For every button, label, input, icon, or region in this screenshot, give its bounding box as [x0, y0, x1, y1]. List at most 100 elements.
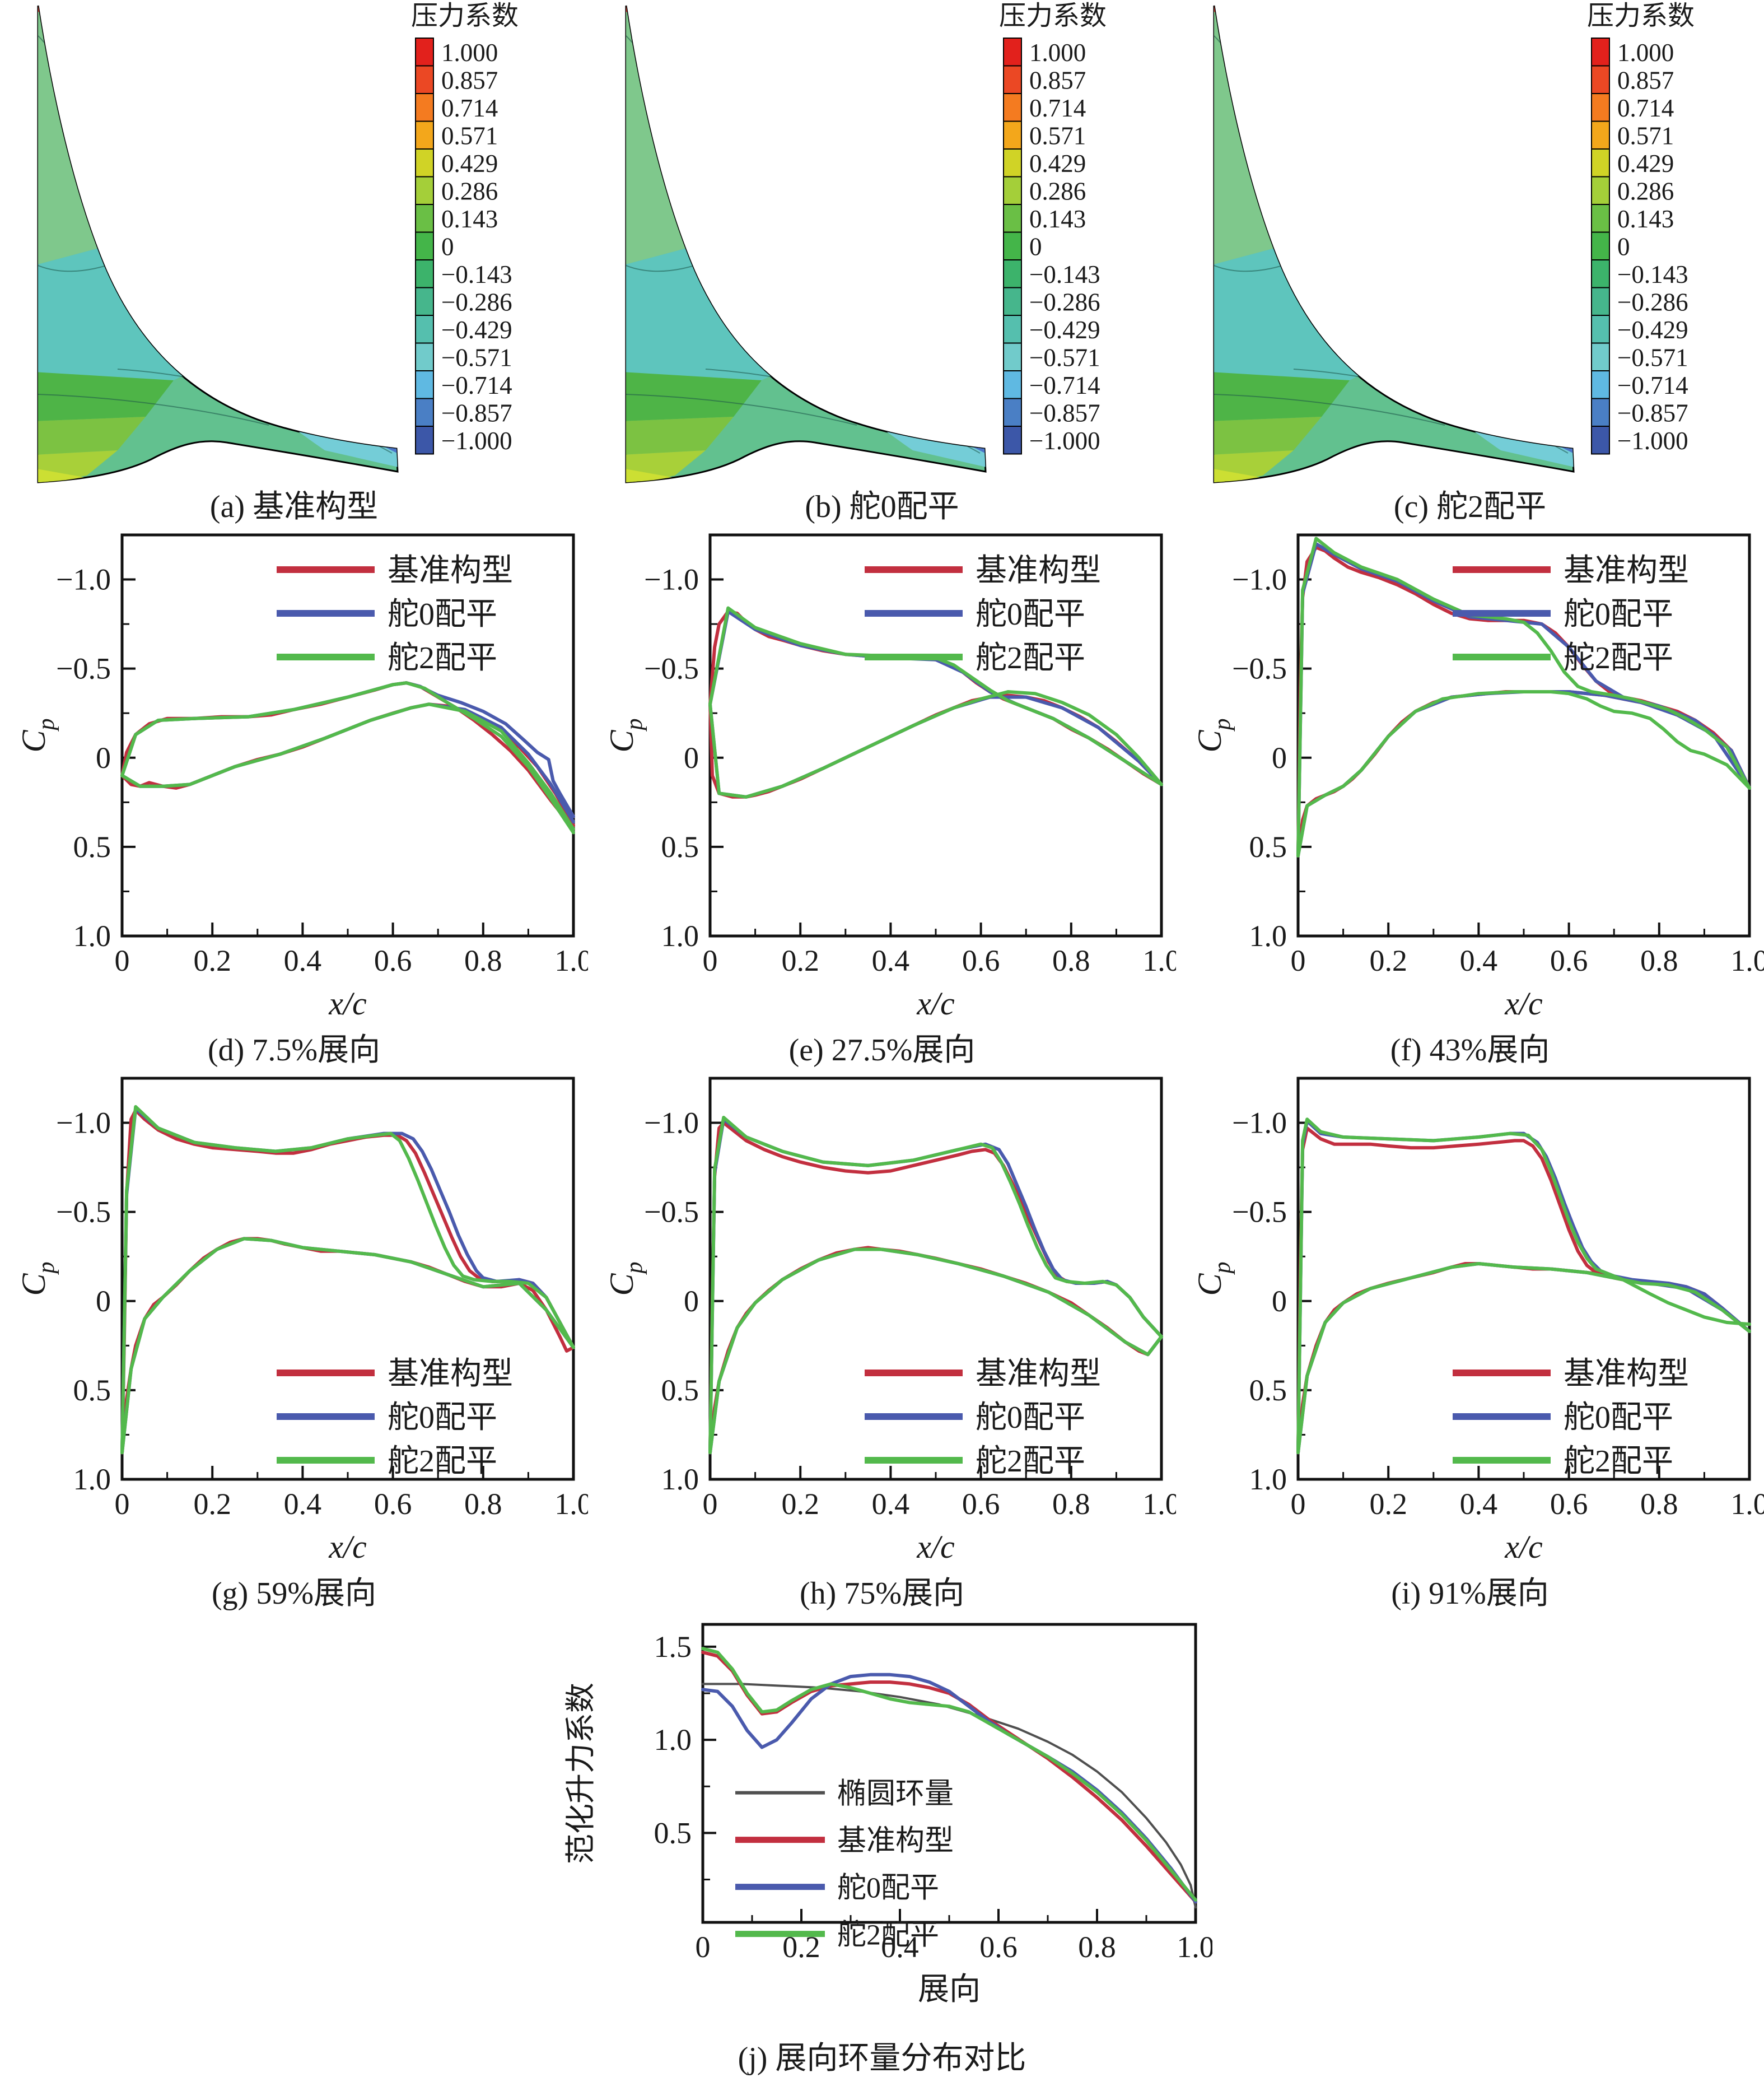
- svg-text:−1.000: −1.000: [1029, 427, 1100, 455]
- svg-text:−0.571: −0.571: [441, 343, 512, 371]
- svg-text:0.714: 0.714: [1617, 94, 1674, 122]
- caption-i: (i) 91%展向: [1391, 1576, 1549, 1611]
- cp-panel-d: 0 0.2 0.4 0.6 0.8 1.0 −1.0 −0.5 0 0.5 1.0 x/c Cp 基准构型…: [0, 527, 588, 1070]
- svg-text:舵2配平: 舵2配平: [976, 641, 1085, 676]
- cp-panel-h: 0 0.2 0.4 0.6 0.8 1.0 −1.0 −0.5 0 0.5 1.0 x/c Cp 基准构型…: [588, 1070, 1176, 1613]
- svg-text:1.0: 1.0: [554, 944, 588, 977]
- row-contours: 压力系数 1.000 0.857 0.714 0.571 0.429 0.286 0.143 0…: [0, 0, 1764, 527]
- svg-text:展向: 展向: [918, 1972, 981, 2007]
- svg-text:0.2: 0.2: [193, 1487, 231, 1521]
- svg-text:−1.0: −1.0: [56, 1106, 111, 1140]
- svg-text:−0.286: −0.286: [1617, 288, 1688, 316]
- caption-d: (d) 7.5%展向: [208, 1033, 380, 1068]
- circulation-plot-j: 0 0.2 0.4 0.6 0.8 1.0 1.5 1.0 0.5 展向 范化升力系数 椭圆环量 基准构…: [552, 1613, 1212, 2039]
- svg-text:0.6: 0.6: [979, 1930, 1018, 1964]
- svg-text:0.4: 0.4: [881, 1930, 919, 1964]
- cp-plot-d: 0 0.2 0.4 0.6 0.8 1.0 −1.0 −0.5 0 0.5 1.0 x/c Cp 基准构型…: [0, 527, 588, 1031]
- svg-text:舵2配平: 舵2配平: [1564, 641, 1673, 676]
- cp-panel-f: 0 0.2 0.4 0.6 0.8 1.0 −1.0 −0.5 0 0.5 1.0 x/c Cp 基准构型…: [1176, 527, 1764, 1070]
- svg-text:基准构型: 基准构型: [976, 553, 1101, 588]
- svg-text:0.5: 0.5: [1249, 830, 1287, 864]
- cp-panel-e: 0 0.2 0.4 0.6 0.8 1.0 −1.0 −0.5 0 0.5 1.0 x/c Cp 基准构型…: [588, 527, 1176, 1070]
- row-circulation: 0 0.2 0.4 0.6 0.8 1.0 1.5 1.0 0.5 展向 范化升力系数 椭圆环量 基准构…: [0, 1613, 1764, 2078]
- svg-text:0: 0: [684, 741, 699, 775]
- cp-plot-e: 0 0.2 0.4 0.6 0.8 1.0 −1.0 −0.5 0 0.5 1.0 x/c Cp 基准构型…: [588, 527, 1176, 1031]
- svg-text:1.0: 1.0: [1142, 944, 1176, 977]
- svg-text:基准构型: 基准构型: [1564, 553, 1689, 588]
- svg-text:0.6: 0.6: [962, 944, 1000, 977]
- svg-text:1.0: 1.0: [1249, 1462, 1287, 1496]
- svg-text:−0.429: −0.429: [1029, 316, 1100, 344]
- cp-plot-i: 0 0.2 0.4 0.6 0.8 1.0 −1.0 −0.5 0 0.5 1.0 x/c Cp 基准构型…: [1176, 1070, 1764, 1574]
- svg-text:0.143: 0.143: [1617, 205, 1674, 233]
- row-cp-2: 0 0.2 0.4 0.6 0.8 1.0 −1.0 −0.5 0 0.5 1.0 x/c Cp 基准构型…: [0, 1070, 1764, 1613]
- svg-text:−1.000: −1.000: [441, 427, 512, 455]
- svg-text:0.571: 0.571: [1029, 122, 1086, 150]
- svg-text:0.714: 0.714: [441, 94, 498, 122]
- svg-text:−0.429: −0.429: [1617, 316, 1688, 344]
- svg-text:x/c: x/c: [916, 1529, 955, 1565]
- svg-text:0.4: 0.4: [284, 944, 322, 977]
- contour-svg-a: 压力系数 1.0000.8570.7140.5710.4290.2860.1430…: [37, 1, 519, 483]
- cp-plot-svg-e: 0 0.2 0.4 0.6 0.8 1.0 −1.0 −0.5 0 0.5 1.0 x/c Cp 基准构型…: [603, 533, 1176, 1022]
- svg-text:0: 0: [1291, 944, 1306, 977]
- svg-text:舵2配平: 舵2配平: [388, 641, 497, 676]
- svg-text:−0.857: −0.857: [441, 399, 512, 427]
- svg-text:0.8: 0.8: [1078, 1930, 1116, 1964]
- cp-plot-g: 0 0.2 0.4 0.6 0.8 1.0 −1.0 −0.5 0 0.5 1.0 x/c Cp 基准构型…: [0, 1070, 588, 1574]
- caption-f: (f) 43%展向: [1390, 1033, 1550, 1068]
- svg-text:−0.5: −0.5: [644, 652, 699, 686]
- svg-text:0.143: 0.143: [441, 205, 498, 233]
- svg-text:0.6: 0.6: [1550, 944, 1588, 977]
- svg-text:0.5: 0.5: [661, 830, 699, 864]
- contour-panel-c: 压力系数 1.000 0.857 0.714 0.571 0.429 0.286 0.143 0…: [1176, 0, 1764, 527]
- svg-text:0.857: 0.857: [441, 66, 498, 94]
- svg-text:0.5: 0.5: [661, 1373, 699, 1407]
- svg-text:0.429: 0.429: [441, 150, 498, 178]
- svg-text:0: 0: [703, 1487, 718, 1521]
- svg-text:0.2: 0.2: [781, 1487, 819, 1521]
- contour-svg-c: 压力系数 1.0000.8570.7140.5710.4290.2860.1430…: [1213, 1, 1695, 483]
- svg-text:0.4: 0.4: [284, 1487, 322, 1521]
- svg-text:0.6: 0.6: [374, 1487, 412, 1521]
- svg-text:x/c: x/c: [328, 1529, 367, 1565]
- svg-text:0.2: 0.2: [193, 944, 231, 977]
- svg-text:1.0: 1.0: [1730, 1487, 1764, 1521]
- svg-text:−1.0: −1.0: [56, 563, 111, 597]
- caption-b: (b) 舵0配平: [805, 490, 959, 524]
- svg-text:0.857: 0.857: [1617, 66, 1674, 94]
- svg-text:1.0: 1.0: [73, 919, 111, 953]
- svg-text:Cp: Cp: [603, 1261, 647, 1296]
- circulation-panel-j: 0 0.2 0.4 0.6 0.8 1.0 1.5 1.0 0.5 展向 范化升力系数 椭圆环量 基准构…: [552, 1613, 1212, 2078]
- svg-text:−0.571: −0.571: [1029, 343, 1100, 371]
- svg-text:0.143: 0.143: [1029, 205, 1086, 233]
- contour-canvas-c: 压力系数 1.000 0.857 0.714 0.571 0.429 0.286 0.143 0…: [1176, 0, 1764, 487]
- caption-h: (h) 75%展向: [800, 1576, 964, 1611]
- svg-text:基准构型: 基准构型: [1564, 1357, 1689, 1391]
- svg-text:−0.5: −0.5: [644, 1195, 699, 1229]
- svg-text:舵0配平: 舵0配平: [1564, 597, 1673, 632]
- svg-text:0.6: 0.6: [1550, 1487, 1588, 1521]
- svg-text:1.000: 1.000: [1617, 39, 1674, 67]
- svg-text:−0.857: −0.857: [1617, 399, 1688, 427]
- svg-text:舵2配平: 舵2配平: [837, 1920, 939, 1951]
- svg-text:0.286: 0.286: [1029, 177, 1086, 205]
- svg-text:0.4: 0.4: [1460, 944, 1498, 977]
- svg-text:0.5: 0.5: [73, 1373, 111, 1407]
- svg-text:x/c: x/c: [1504, 985, 1543, 1022]
- svg-text:0.5: 0.5: [1249, 1373, 1287, 1407]
- cp-plot-svg-i: 0 0.2 0.4 0.6 0.8 1.0 −1.0 −0.5 0 0.5 1.0 x/c Cp 基准构型…: [1191, 1077, 1764, 1565]
- svg-text:0.6: 0.6: [374, 944, 412, 977]
- svg-text:0.857: 0.857: [1029, 66, 1086, 94]
- svg-text:0: 0: [115, 1487, 130, 1521]
- svg-text:−0.286: −0.286: [1029, 288, 1100, 316]
- svg-text:1.000: 1.000: [441, 39, 498, 67]
- svg-text:舵0配平: 舵0配平: [976, 1400, 1085, 1435]
- svg-text:1.0: 1.0: [554, 1487, 588, 1521]
- svg-text:−0.5: −0.5: [1232, 1195, 1287, 1229]
- svg-text:0: 0: [1272, 1284, 1287, 1318]
- svg-text:0.6: 0.6: [962, 1487, 1000, 1521]
- svg-text:压力系数: 压力系数: [411, 1, 519, 31]
